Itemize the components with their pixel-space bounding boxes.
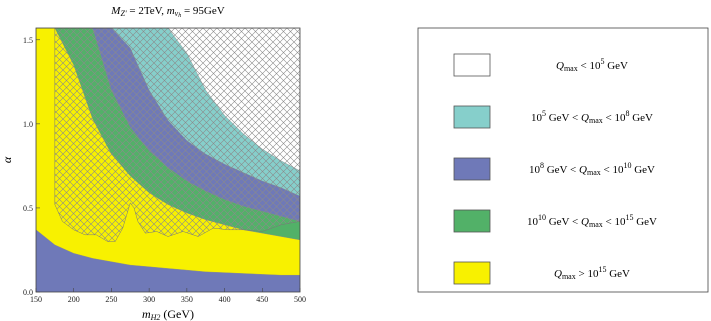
x-tick-label: 400 bbox=[219, 295, 231, 304]
legend-swatch-green bbox=[453, 209, 491, 233]
y-tick-label: 1.5 bbox=[23, 36, 33, 45]
legend: Qmax < 105 GeV 105 GeV < Qmax < 108 GeV 10… bbox=[453, 53, 657, 285]
excluded-region-hatch bbox=[54, 28, 300, 242]
plot-area bbox=[36, 28, 300, 292]
y-tick-label: 0.5 bbox=[23, 204, 33, 213]
x-tick-label: 350 bbox=[181, 295, 193, 304]
y-axis-label: α bbox=[0, 156, 14, 163]
x-tick-label: 150 bbox=[30, 295, 42, 304]
legend-label: 1010 GeV < Qmax < 1015 GeV bbox=[527, 213, 657, 229]
legend-swatch-yellow bbox=[453, 261, 491, 285]
legend-label: Qmax < 105 GeV bbox=[556, 57, 628, 73]
legend-label: Qmax > 1015 GeV bbox=[554, 265, 630, 281]
x-axis-label: mH2 (GeV) bbox=[142, 307, 194, 321]
legend-label: 108 GeV < Qmax < 1010 GeV bbox=[529, 161, 655, 177]
x-tick-label: 300 bbox=[143, 295, 155, 304]
x-tick-label: 450 bbox=[256, 295, 268, 304]
legend-swatch-cyan bbox=[453, 105, 491, 129]
legend-label: 105 GeV < Qmax < 108 GeV bbox=[531, 109, 653, 125]
plot-frame bbox=[35, 27, 301, 293]
x-tick-label: 200 bbox=[68, 295, 80, 304]
y-tick-label: 0.0 bbox=[23, 288, 33, 297]
chart-title: MZ' = 2TeV, mνh = 95GeV bbox=[110, 5, 224, 19]
axis-ticks: 150 200 250 300 350 400 450 500 0.0 0.5 1.0 1.5 bbox=[23, 36, 306, 304]
legend-swatch-white bbox=[453, 53, 491, 77]
x-tick-label: 250 bbox=[105, 295, 117, 304]
y-tick-label: 1.0 bbox=[23, 120, 33, 129]
x-tick-label: 500 bbox=[294, 295, 306, 304]
legend-swatch-blue bbox=[453, 157, 491, 181]
